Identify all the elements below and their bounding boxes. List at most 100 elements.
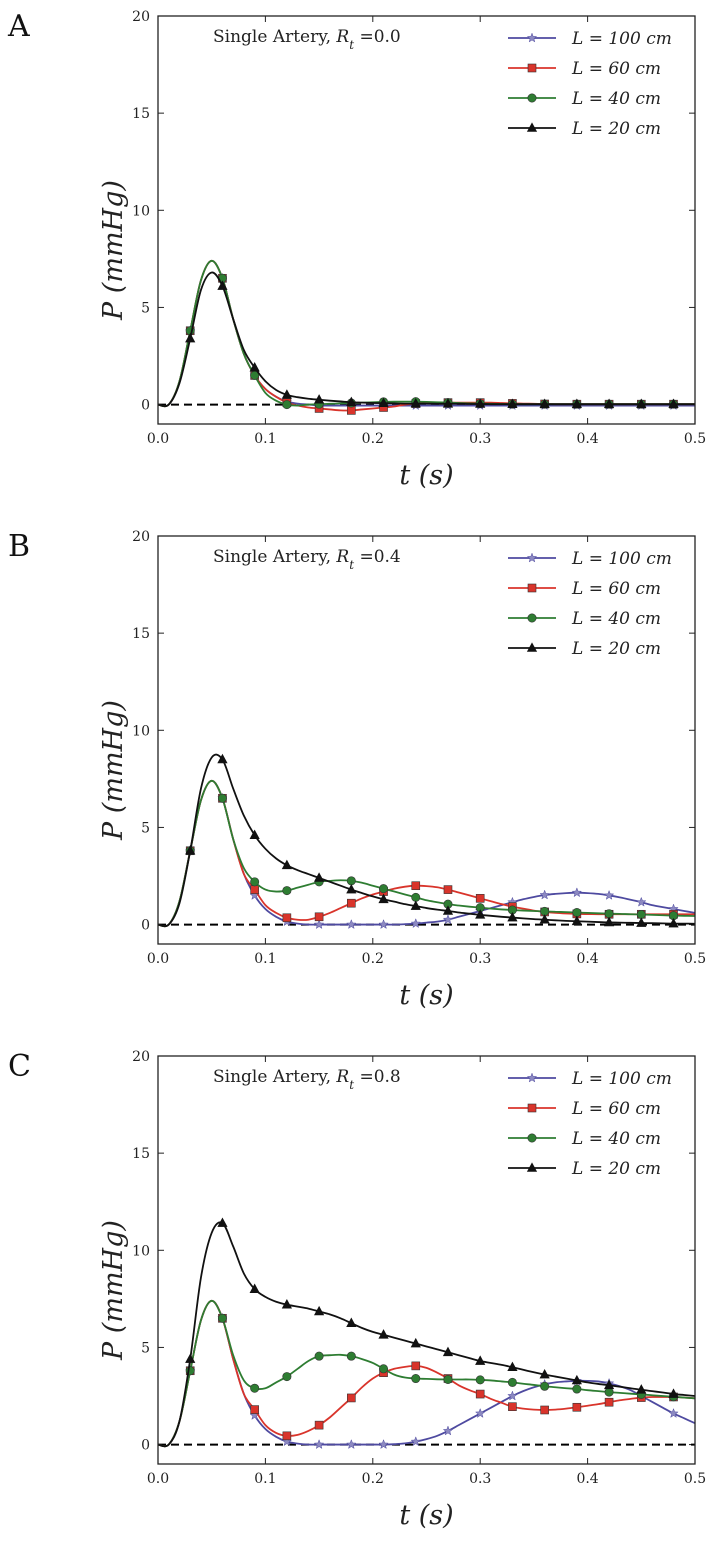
legend-marker bbox=[527, 63, 537, 73]
data-point-l-20-cm bbox=[249, 362, 260, 372]
data-point-l-20-cm bbox=[378, 893, 389, 904]
data-point-l-100-cm bbox=[668, 1407, 679, 1418]
legend-marker bbox=[527, 583, 537, 593]
legend-label: L = 40 cm bbox=[571, 89, 661, 109]
data-point-l-60-cm bbox=[250, 885, 259, 894]
data-point-l-40-cm bbox=[250, 1383, 260, 1393]
data-point-l-20-cm bbox=[475, 398, 486, 408]
legend-label: L = 20 cm bbox=[571, 639, 661, 659]
plot-area bbox=[158, 1056, 695, 1464]
y-tick-label: 20 bbox=[132, 529, 150, 545]
x-tick-label: 0.1 bbox=[254, 951, 276, 967]
data-point-l-20-cm bbox=[636, 1384, 647, 1394]
data-point-l-40-cm bbox=[379, 1364, 389, 1374]
x-axis-label: t (s) bbox=[399, 1500, 453, 1531]
data-point-l-20-cm bbox=[217, 1217, 228, 1227]
data-point-l-40-cm bbox=[314, 1351, 324, 1361]
data-point-l-20-cm bbox=[668, 1388, 679, 1398]
data-point-l-100-cm bbox=[442, 914, 454, 925]
data-point-l-60-cm bbox=[572, 1402, 582, 1412]
series-l-20-cm bbox=[158, 753, 695, 928]
data-point-l-20-cm bbox=[313, 872, 325, 882]
legend-marker bbox=[526, 1072, 538, 1083]
x-tick-label: 0.5 bbox=[684, 951, 706, 967]
legend-label: L = 40 cm bbox=[571, 1129, 661, 1149]
data-point-l-20-cm bbox=[636, 398, 647, 408]
data-point-l-20-cm bbox=[475, 909, 486, 919]
data-point-l-20-cm bbox=[217, 280, 228, 290]
data-point-l-100-cm bbox=[346, 919, 357, 930]
y-tick-label: 15 bbox=[132, 1146, 150, 1162]
chart-a: A 0.0 0.1 0.2 0.3 0.4 0.5 0 5 10 15 20 t (s) P (mmHg)… bbox=[7, 9, 706, 491]
legend-item-l-60-cm: L = 60 cm bbox=[508, 1099, 661, 1119]
data-point-l-20-cm bbox=[668, 398, 679, 408]
x-tick-label: 0.3 bbox=[469, 951, 491, 967]
data-point-l-20-cm bbox=[313, 394, 325, 404]
y-tick-label: 15 bbox=[132, 106, 150, 122]
legend-label: L = 20 cm bbox=[571, 119, 661, 139]
legend-label: L = 40 cm bbox=[571, 609, 661, 629]
chart-c: C 0.0 0.1 0.2 0.3 0.4 0.5 0 5 10 15 20 t (s) P (mmHg)… bbox=[8, 1049, 706, 1531]
data-point-l-20-cm bbox=[185, 845, 196, 855]
y-tick-label: 10 bbox=[132, 1243, 150, 1259]
panel-b: B 0.0 0.1 0.2 0.3 0.4 0.5 0 5 10 15 20 t (s) P (mmHg)… bbox=[0, 520, 707, 1040]
data-point-l-20-cm bbox=[603, 398, 615, 408]
data-point-l-60-cm bbox=[411, 881, 421, 891]
x-axis-label: t (s) bbox=[399, 980, 453, 1011]
data-point-l-20-cm bbox=[571, 1374, 582, 1385]
series-l-20-cm bbox=[158, 271, 695, 408]
series-line-l-20-cm bbox=[158, 271, 695, 408]
x-tick-label: 0.4 bbox=[576, 1471, 598, 1487]
plot-frame bbox=[157, 535, 696, 945]
data-point-l-40-cm bbox=[250, 877, 260, 887]
chart-annotation: Single Artery, Rt =0.4 bbox=[213, 547, 401, 572]
legend-marker bbox=[527, 1103, 537, 1113]
data-point-l-20-cm bbox=[249, 1283, 260, 1293]
data-point-l-100-cm bbox=[442, 1425, 454, 1436]
series-l-40-cm bbox=[158, 779, 695, 928]
legend: L = 100 cm L = 60 cm L = 40 cm L = 20 cm bbox=[508, 549, 672, 659]
data-point-l-100-cm bbox=[378, 1439, 389, 1450]
plot-frame bbox=[157, 15, 696, 425]
y-axis-label: P (mmHg) bbox=[98, 700, 129, 841]
data-point-l-40-cm bbox=[379, 884, 389, 894]
data-point-l-20-cm bbox=[346, 1317, 357, 1327]
data-point-l-40-cm bbox=[507, 1377, 517, 1387]
legend-label: L = 20 cm bbox=[571, 1159, 661, 1179]
legend-label: L = 100 cm bbox=[571, 1069, 672, 1089]
data-point-l-100-cm bbox=[603, 889, 615, 900]
data-point-l-40-cm bbox=[217, 1313, 227, 1323]
data-point-l-20-cm bbox=[442, 398, 454, 408]
y-tick-label: 0 bbox=[141, 398, 150, 414]
data-point-l-100-cm bbox=[507, 1390, 518, 1401]
legend-label: L = 60 cm bbox=[571, 1099, 661, 1119]
x-tick-label: 0.3 bbox=[469, 431, 491, 447]
data-point-l-20-cm bbox=[475, 1355, 486, 1365]
y-tick-label: 10 bbox=[132, 203, 150, 219]
data-point-l-60-cm bbox=[347, 406, 356, 415]
data-point-l-20-cm bbox=[185, 1353, 196, 1363]
data-point-l-20-cm bbox=[410, 397, 421, 408]
chart-b: B 0.0 0.1 0.2 0.3 0.4 0.5 0 5 10 15 20 t (s) P (mmHg)… bbox=[8, 529, 706, 1011]
x-tick-label: 0.3 bbox=[469, 1471, 491, 1487]
x-tick-label: 0.5 bbox=[684, 431, 706, 447]
y-tick-label: 0 bbox=[141, 918, 150, 934]
legend-item-l-20-cm: L = 20 cm bbox=[508, 639, 661, 659]
data-point-l-60-cm bbox=[508, 1402, 517, 1411]
data-point-l-100-cm bbox=[571, 887, 583, 898]
data-point-l-60-cm bbox=[443, 885, 453, 894]
x-tick-label: 0.2 bbox=[362, 431, 384, 447]
x-axis-label: t (s) bbox=[399, 460, 453, 491]
data-point-l-100-cm bbox=[474, 1407, 486, 1418]
legend-label: L = 60 cm bbox=[571, 59, 661, 79]
data-point-l-20-cm bbox=[539, 398, 550, 408]
data-point-l-20-cm bbox=[281, 1299, 292, 1309]
data-point-l-40-cm bbox=[443, 1374, 453, 1384]
data-point-l-20-cm bbox=[668, 917, 679, 928]
data-point-l-60-cm bbox=[411, 1361, 421, 1371]
data-point-l-40-cm bbox=[282, 400, 292, 410]
y-axis-label: P (mmHg) bbox=[98, 1220, 129, 1361]
series-line-l-20-cm bbox=[158, 753, 695, 928]
data-point-l-20-cm bbox=[313, 1305, 325, 1316]
data-point-l-20-cm bbox=[603, 916, 615, 927]
